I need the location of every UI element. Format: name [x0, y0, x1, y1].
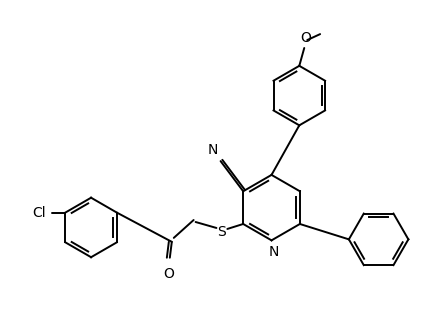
Text: O: O [300, 31, 311, 45]
Text: Cl: Cl [32, 206, 46, 219]
Text: S: S [217, 225, 226, 239]
Text: N: N [207, 143, 217, 157]
Text: N: N [268, 245, 279, 259]
Text: O: O [163, 267, 174, 281]
